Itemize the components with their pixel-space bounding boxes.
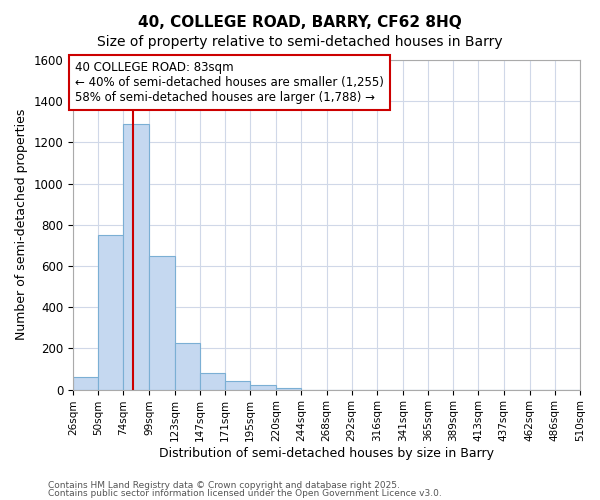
Bar [124, 124, 149, 390]
Bar [200, 372, 225, 390]
Bar [73, 377, 98, 390]
Text: 40, COLLEGE ROAD, BARRY, CF62 8HQ: 40, COLLEGE ROAD, BARRY, CF62 8HQ [138, 15, 462, 30]
X-axis label: Distribution of semi-detached houses by size in Barry: Distribution of semi-detached houses by … [159, 447, 494, 460]
Bar [250, 385, 276, 390]
Text: 40 COLLEGE ROAD: 83sqm
← 40% of semi-detached houses are smaller (1,255)
58% of : 40 COLLEGE ROAD: 83sqm ← 40% of semi-det… [75, 61, 384, 104]
Bar [98, 235, 124, 390]
Bar [175, 342, 200, 390]
Bar [149, 256, 175, 390]
Text: Size of property relative to semi-detached houses in Barry: Size of property relative to semi-detach… [97, 35, 503, 49]
Y-axis label: Number of semi-detached properties: Number of semi-detached properties [15, 109, 28, 340]
Bar [276, 388, 301, 390]
Bar [225, 381, 250, 390]
Text: Contains public sector information licensed under the Open Government Licence v3: Contains public sector information licen… [48, 489, 442, 498]
Text: Contains HM Land Registry data © Crown copyright and database right 2025.: Contains HM Land Registry data © Crown c… [48, 480, 400, 490]
